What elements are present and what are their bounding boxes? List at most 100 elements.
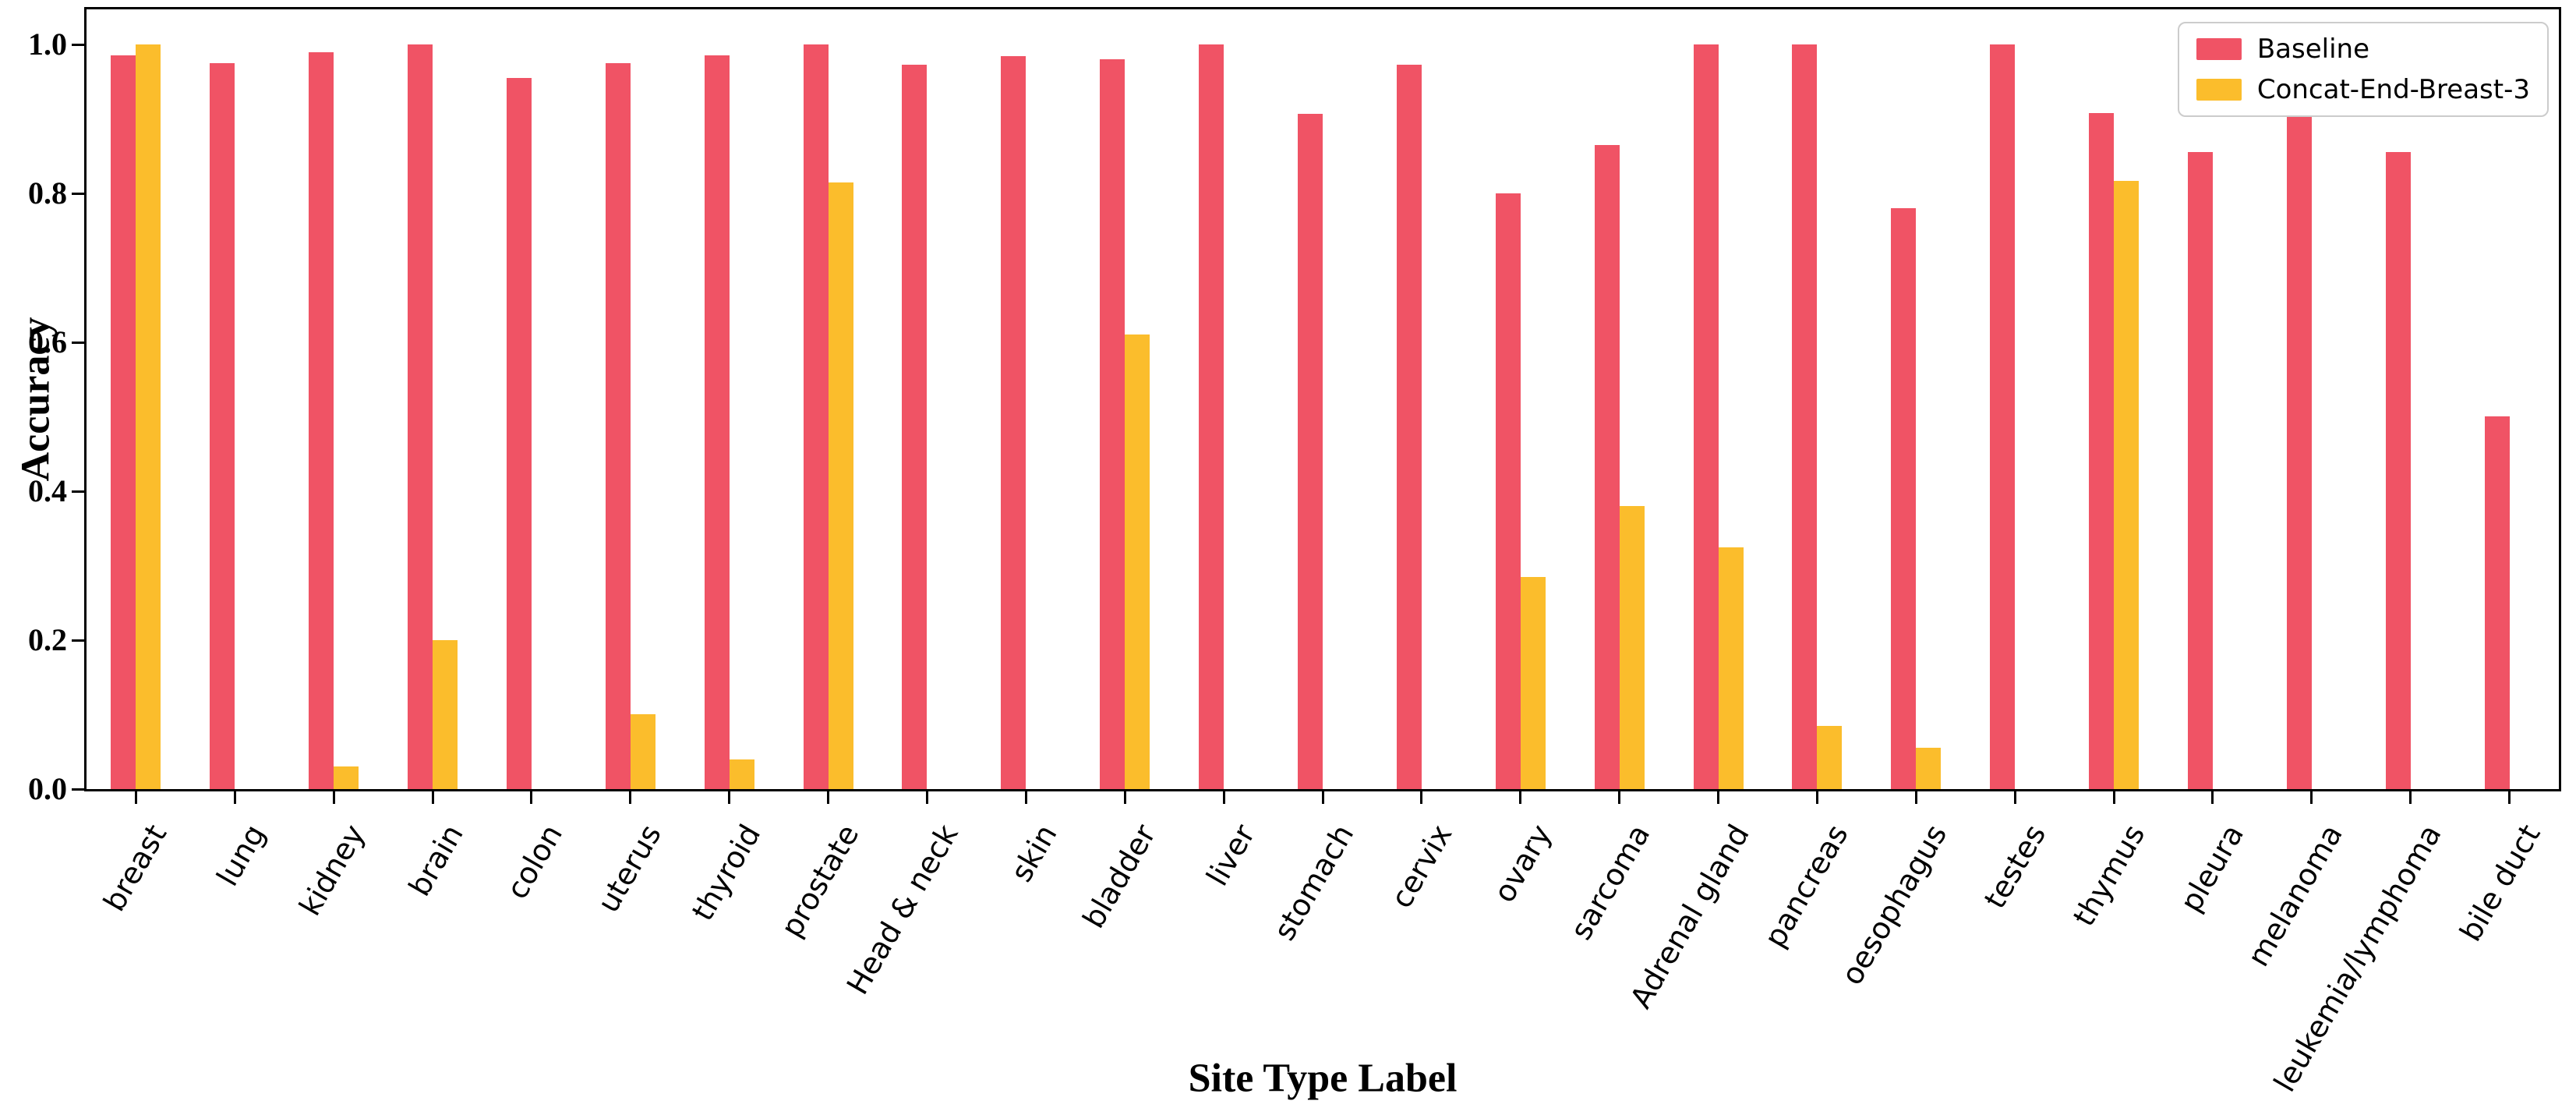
bar-baseline-18: [1891, 208, 1917, 789]
plot-area: [84, 7, 2561, 791]
x-tick-mark-8: [925, 791, 928, 804]
bar-baseline-23: [2385, 152, 2411, 789]
bar-baseline-14: [1495, 193, 1521, 789]
bar-baseline-2: [309, 52, 334, 789]
legend: Baseline Concat-End-Breast-3: [2177, 22, 2549, 117]
bar-baseline-17: [1792, 44, 1818, 789]
bar-concat-3: [433, 640, 458, 789]
bar-baseline-0: [111, 55, 136, 789]
bar-baseline-11: [1199, 44, 1224, 789]
y-tick-mark-4: [72, 192, 84, 195]
bar-baseline-15: [1594, 145, 1620, 789]
bar-concat-2: [334, 766, 359, 789]
x-tick-mark-12: [1321, 791, 1324, 804]
bar-concat-14: [1520, 577, 1546, 789]
legend-row-concat: Concat-End-Breast-3: [2196, 76, 2530, 103]
y-tick-mark-0: [72, 788, 84, 791]
bar-baseline-6: [704, 55, 730, 789]
bar-baseline-3: [408, 44, 433, 789]
bar-concat-15: [1619, 506, 1645, 789]
x-tick-label-6: thyroid: [684, 819, 767, 927]
bar-concat-18: [1916, 748, 1942, 789]
bar-baseline-5: [605, 63, 631, 789]
x-tick-label-5: uterus: [590, 819, 668, 919]
legend-label-concat: Concat-End-Breast-3: [2256, 74, 2530, 105]
bar-concat-16: [1718, 547, 1744, 789]
legend-row-baseline: Baseline: [2196, 36, 2530, 62]
baseline-color-swatch: [2196, 38, 2242, 60]
x-tick-mark-1: [233, 791, 236, 804]
y-tick-label-5: 1.0: [28, 27, 67, 62]
bars-layer: [87, 9, 2559, 789]
x-tick-label-11: liver: [1199, 819, 1262, 892]
bar-baseline-7: [803, 44, 829, 789]
bar-concat-0: [136, 44, 161, 789]
x-tick-label-12: stomach: [1267, 819, 1361, 947]
x-tick-label-3: brain: [402, 819, 471, 902]
x-tick-label-21: pleura: [2173, 819, 2251, 918]
x-tick-label-20: thymus: [2065, 819, 2152, 933]
concat-color-swatch: [2196, 79, 2242, 101]
legend-label-baseline: Baseline: [2256, 34, 2369, 65]
y-tick-label-1: 0.2: [28, 622, 67, 657]
x-tick-label-24: bile duct: [2453, 819, 2547, 947]
y-tick-label-4: 0.8: [28, 175, 67, 211]
bar-concat-10: [1125, 334, 1150, 789]
x-tick-mark-10: [1123, 791, 1126, 804]
x-tick-mark-4: [530, 791, 533, 804]
x-axis-title: Site Type Label: [1188, 1056, 1458, 1101]
x-tick-label-4: colon: [499, 819, 570, 905]
x-tick-label-22: melanoma: [2240, 819, 2349, 972]
x-tick-mark-0: [134, 791, 137, 804]
x-tick-mark-11: [1222, 791, 1225, 804]
bar-baseline-1: [210, 63, 235, 789]
x-tick-mark-21: [2211, 791, 2214, 804]
x-tick-label-16: Adrenal gland: [1623, 819, 1756, 1014]
x-tick-mark-14: [1519, 791, 1522, 804]
bar-baseline-16: [1693, 44, 1719, 789]
y-tick-label-0: 0.0: [28, 771, 67, 806]
x-tick-label-1: lung: [210, 819, 273, 892]
bar-baseline-24: [2484, 416, 2510, 789]
y-axis-title: Accuracy: [13, 317, 58, 482]
x-tick-mark-19: [2013, 791, 2016, 804]
bar-baseline-21: [2187, 152, 2213, 789]
bar-baseline-9: [1001, 56, 1027, 789]
bar-baseline-19: [1990, 44, 2016, 789]
x-tick-label-15: sarcoma: [1564, 819, 1657, 946]
x-tick-label-17: pancreas: [1757, 819, 1855, 954]
x-tick-mark-2: [332, 791, 335, 804]
x-tick-mark-24: [2508, 791, 2511, 804]
x-tick-label-23: leukemia/lymphoma: [2267, 819, 2448, 1098]
x-tick-mark-7: [827, 791, 830, 804]
x-tick-label-13: cervix: [1384, 819, 1459, 914]
x-tick-label-10: bladder: [1076, 819, 1163, 934]
x-tick-mark-13: [1420, 791, 1423, 804]
x-tick-label-0: breast: [97, 819, 174, 918]
x-tick-label-9: skin: [1004, 819, 1064, 888]
x-tick-mark-15: [1618, 791, 1621, 804]
x-tick-mark-16: [1717, 791, 1720, 804]
bar-baseline-10: [1100, 59, 1125, 789]
x-tick-mark-5: [629, 791, 632, 804]
y-tick-mark-1: [72, 639, 84, 642]
x-tick-label-8: Head & neck: [839, 819, 965, 1000]
x-tick-label-19: testes: [1977, 819, 2053, 915]
bar-concat-7: [828, 182, 853, 789]
x-tick-label-2: kidney: [292, 819, 372, 922]
bar-concat-6: [729, 759, 754, 789]
x-tick-mark-6: [728, 791, 731, 804]
bar-concat-17: [1817, 726, 1843, 789]
bar-baseline-13: [1396, 65, 1422, 789]
x-tick-mark-23: [2409, 791, 2412, 804]
x-tick-mark-17: [1815, 791, 1818, 804]
x-tick-mark-18: [1914, 791, 1917, 804]
x-tick-label-7: prostate: [774, 819, 866, 943]
bar-concat-5: [630, 714, 655, 789]
bar-baseline-4: [506, 78, 532, 789]
x-tick-mark-9: [1024, 791, 1027, 804]
y-tick-mark-2: [72, 490, 84, 493]
x-tick-mark-3: [431, 791, 434, 804]
y-tick-mark-5: [72, 43, 84, 46]
